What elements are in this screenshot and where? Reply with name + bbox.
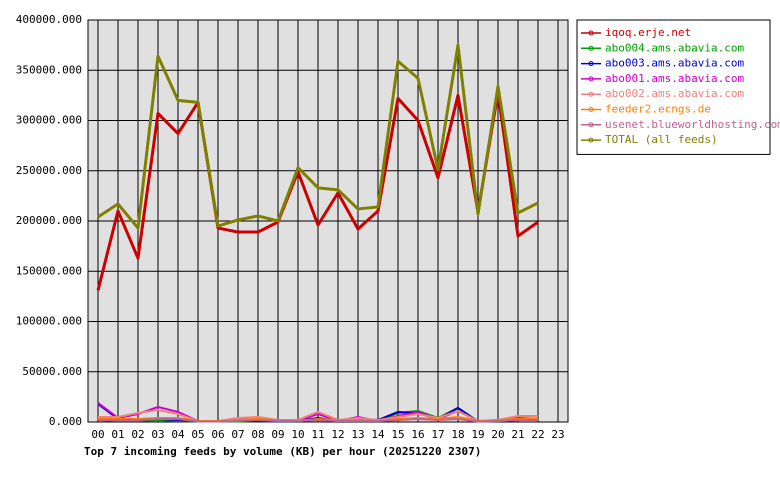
legend-label: abo003.ams.abavia.com	[605, 57, 744, 70]
x-tick-label: 09	[271, 428, 284, 441]
chart-title: Top 7 incoming feeds by volume (KB) per …	[84, 445, 481, 458]
legend-label: abo001.ams.abavia.com	[605, 72, 744, 85]
x-tick-label: 21	[511, 428, 524, 441]
legend-label: feeder2.ecngs.de	[605, 103, 711, 116]
legend-marker	[588, 137, 594, 143]
legend-marker	[588, 30, 594, 36]
x-tick-label: 06	[211, 428, 224, 441]
legend-label: abo004.ams.abavia.com	[605, 41, 744, 54]
series-line	[98, 415, 538, 422]
x-tick-label: 03	[151, 428, 164, 441]
legend-marker	[588, 107, 594, 112]
legend-marker	[588, 122, 594, 128]
legend-marker	[588, 76, 594, 82]
y-tick-label: 400000.000	[16, 13, 82, 26]
plot-border	[87, 19, 569, 423]
x-tick-label: 07	[231, 428, 244, 441]
y-tick-label: 300000.000	[16, 114, 82, 127]
x-tick-label: 04	[171, 428, 185, 441]
x-tick-label: 20	[491, 428, 504, 441]
x-tick-label: 11	[311, 428, 324, 441]
legend-marker	[588, 91, 594, 97]
legend-label: usenet.blueworldhosting.com	[605, 118, 780, 131]
x-tick-label: 22	[531, 428, 544, 441]
x-tick-label: 01	[111, 428, 124, 441]
series-line	[96, 90, 539, 291]
x-tick-label: 13	[351, 428, 364, 441]
legend-label: iqoq.erje.net	[605, 26, 691, 39]
series-line	[98, 408, 538, 422]
legend-marker	[588, 45, 594, 51]
y-tick-label: 350000.000	[16, 63, 82, 76]
x-tick-label: 05	[191, 428, 204, 441]
y-tick-label: 50000.000	[22, 365, 82, 378]
x-tick-label: 19	[471, 428, 484, 441]
x-tick-label: 08	[251, 428, 264, 441]
x-tick-label: 17	[431, 428, 444, 441]
x-tick-label: 23	[551, 428, 564, 441]
y-tick-label: 0.000	[49, 415, 82, 428]
y-tick-label: 150000.000	[16, 264, 82, 277]
y-tick-label: 250000.000	[16, 164, 82, 177]
legend-label: TOTAL (all feeds)	[605, 133, 718, 146]
x-tick-label: 16	[411, 428, 424, 441]
y-tick-label: 200000.000	[16, 214, 82, 227]
x-tick-label: 18	[451, 428, 464, 441]
series-line	[98, 417, 538, 423]
x-tick-label: 12	[331, 428, 344, 441]
series-line	[97, 43, 539, 230]
legend-marker	[588, 61, 594, 67]
legend-label: abo002.ams.abavia.com	[605, 87, 744, 100]
legend-box	[576, 19, 771, 155]
y-tick-label: 100000.000	[16, 315, 82, 328]
x-tick-label: 14	[371, 428, 385, 441]
x-tick-label: 15	[391, 428, 404, 441]
x-tick-label: 00	[91, 428, 104, 441]
x-tick-label: 02	[131, 428, 144, 441]
x-tick-label: 10	[291, 428, 304, 441]
